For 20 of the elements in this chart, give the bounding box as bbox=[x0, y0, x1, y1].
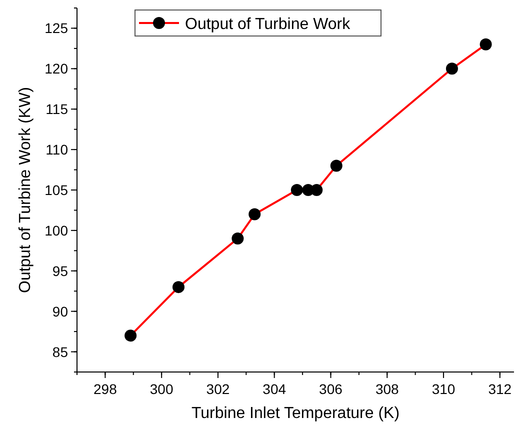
x-axis-title: Turbine Inlet Temperature (K) bbox=[191, 405, 400, 422]
x-tick-label: 298 bbox=[94, 381, 118, 397]
y-tick-label: 90 bbox=[52, 303, 68, 320]
x-tick-label: 306 bbox=[319, 381, 343, 397]
y-axis-title: Output of Turbine Work (KW) bbox=[17, 87, 34, 293]
y-tick-label: 125 bbox=[44, 20, 68, 36]
x-tick-label: 304 bbox=[262, 381, 286, 397]
x-tick-label: 308 bbox=[375, 381, 400, 397]
y-tick-label: 115 bbox=[46, 101, 68, 118]
x-tick-label: 312 bbox=[488, 381, 512, 397]
y-tick-label: 105 bbox=[44, 182, 68, 198]
y-tick-label: 120 bbox=[44, 60, 68, 77]
y-tick-label: 95 bbox=[52, 262, 68, 279]
y-tick-label: 110 bbox=[46, 142, 68, 158]
y-tick-label: 100 bbox=[44, 222, 68, 238]
x-tick-label: 302 bbox=[206, 381, 230, 397]
y-tick-label: 85 bbox=[52, 344, 68, 360]
x-tick-label: 310 bbox=[432, 381, 456, 397]
legend-label: Output of Turbine Work bbox=[185, 16, 352, 33]
x-tick-label: 300 bbox=[150, 381, 174, 397]
